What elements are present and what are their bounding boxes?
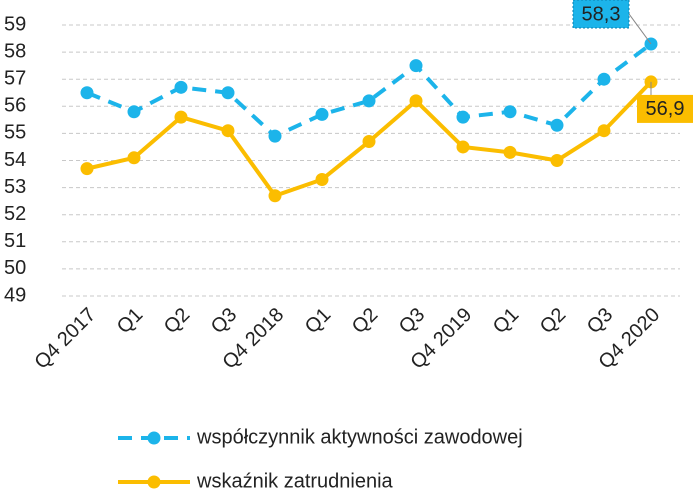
data-label: 58,3 (582, 3, 621, 25)
y-tick-label: 49 (4, 284, 26, 306)
data-point (550, 154, 564, 167)
data-point (315, 107, 329, 121)
data-point (268, 129, 282, 143)
data-point (174, 80, 188, 94)
y-tick-label: 52 (4, 203, 26, 225)
y-tick-label: 57 (4, 67, 26, 89)
y-tick-label: 53 (4, 176, 26, 198)
data-point (550, 118, 564, 132)
data-point (174, 110, 188, 124)
data-point (503, 145, 517, 159)
x-tick-label: Q1 (113, 304, 147, 338)
legend-label: współczynnik aktywności zawodowej (196, 426, 523, 448)
x-tick-label: Q1 (301, 304, 335, 338)
x-tick-label: Q4 2017 (30, 304, 100, 374)
data-point (127, 151, 141, 165)
data-point (456, 110, 470, 124)
data-point (597, 124, 611, 138)
y-tick-label: 59 (4, 13, 26, 35)
data-point (409, 94, 423, 108)
x-tick-label: Q3 (395, 304, 429, 338)
data-point (362, 135, 376, 149)
x-tick-label: Q2 (160, 304, 194, 338)
y-tick-label: 50 (4, 257, 26, 279)
y-tick-label: 58 (4, 40, 26, 62)
leader-line (628, 13, 652, 45)
data-point (362, 94, 376, 108)
data-point (503, 105, 517, 119)
data-point (80, 162, 94, 176)
data-point (127, 105, 141, 119)
data-point (456, 140, 470, 154)
data-point (221, 124, 235, 138)
x-tick-label: Q1 (489, 304, 523, 338)
x-tick-label: Q3 (583, 304, 617, 338)
data-point (315, 172, 329, 186)
y-tick-label: 51 (4, 230, 26, 252)
x-tick-label: Q2 (536, 304, 570, 338)
legend-label: wskaźnik zatrudnienia (196, 470, 394, 492)
y-tick-label: 55 (4, 122, 26, 144)
legend-marker (147, 431, 161, 445)
series-line (86, 42, 653, 139)
data-point (409, 59, 423, 73)
data-point (268, 189, 282, 203)
data-label-box (637, 94, 693, 123)
y-tick-label: 56 (4, 95, 26, 117)
legend-marker (147, 475, 161, 489)
data-label-box (572, 0, 630, 29)
data-point (597, 72, 611, 86)
y-tick-label: 54 (4, 149, 26, 171)
data-point (80, 86, 94, 100)
x-tick-label: Q3 (207, 304, 241, 338)
data-label: 56,9 (646, 98, 685, 120)
x-tick-label: Q2 (348, 304, 382, 338)
data-point (221, 86, 235, 100)
